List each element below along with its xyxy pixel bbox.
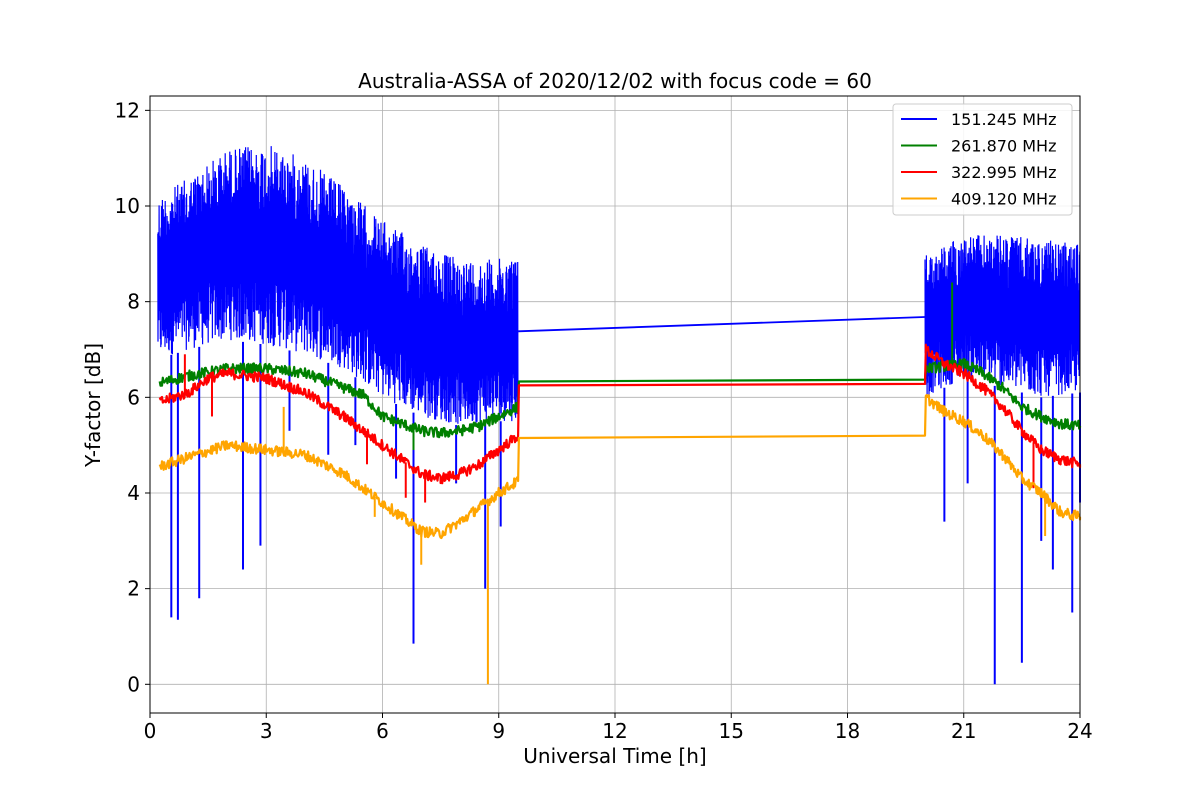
series-322-995-mhz (158, 343, 1082, 503)
y-tick-label: 0 (127, 672, 140, 696)
y-tick-label: 2 (127, 577, 140, 601)
x-axis-label: Universal Time [h] (523, 744, 706, 768)
series-trace (158, 394, 1082, 540)
series-151-245-mhz (157, 146, 1081, 685)
gap-line (518, 316, 926, 333)
x-tick-label: 24 (1067, 719, 1092, 743)
x-tick-label: 12 (602, 719, 627, 743)
y-tick-label: 12 (115, 98, 140, 122)
series-trace (158, 357, 1082, 439)
y-tick-label: 6 (127, 385, 140, 409)
series-261-870-mhz (158, 282, 1082, 450)
series-trace (158, 343, 1082, 485)
x-tick-label: 15 (719, 719, 744, 743)
x-tick-label: 9 (492, 719, 505, 743)
x-tick-label: 3 (260, 719, 273, 743)
x-tick-label: 6 (376, 719, 389, 743)
y-tick-label: 8 (127, 290, 140, 314)
legend-box (892, 103, 1073, 216)
series-layer (157, 146, 1082, 685)
y-tick-label: 10 (115, 194, 140, 218)
series-trace (157, 146, 519, 424)
legend-label: 409.120 MHz (951, 190, 1056, 209)
y-axis-label: Y-factor [dB] (81, 343, 105, 468)
legend-label: 322.995 MHz (951, 163, 1056, 182)
legend-label: 151.245 MHz (951, 110, 1056, 129)
legend: 151.245 MHz 261.870 MHz 322.995 MHz 409.120… (892, 103, 1073, 216)
legend-label: 261.870 MHz (951, 137, 1056, 156)
x-tick-label: 18 (835, 719, 860, 743)
x-tick-label: 21 (951, 719, 976, 743)
chart-title: Australia-ASSA of 2020/12/02 with focus … (358, 69, 872, 93)
x-tick-label: 0 (144, 719, 157, 743)
series-409-120-mhz (158, 394, 1082, 685)
y-tick-label: 4 (127, 481, 140, 505)
